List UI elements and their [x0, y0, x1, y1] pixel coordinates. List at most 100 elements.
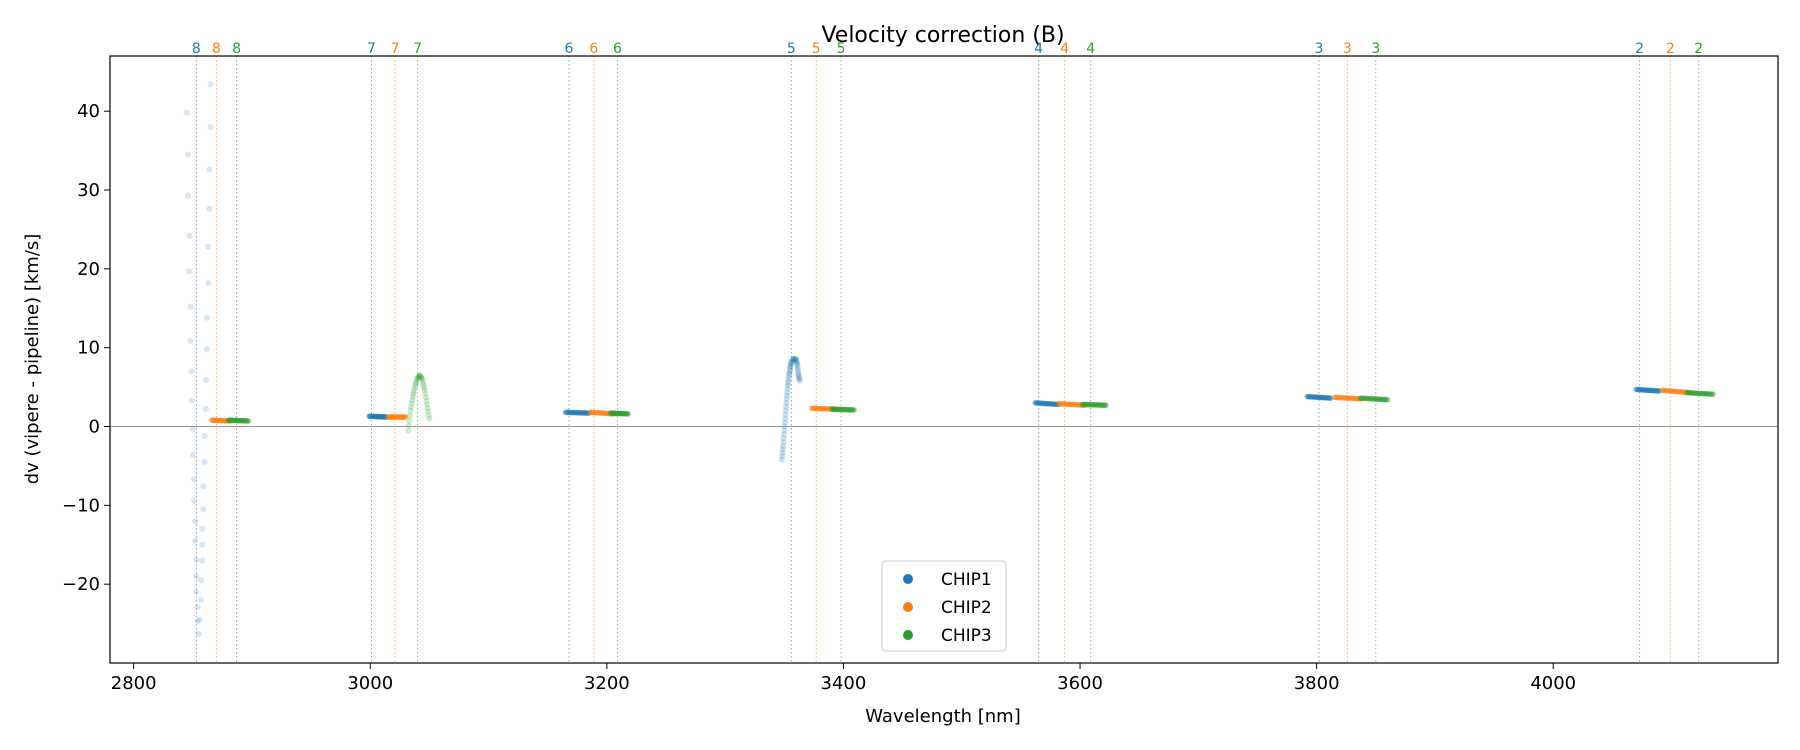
- chip2-point: [602, 410, 609, 417]
- chip1-point: [784, 385, 791, 392]
- chip3-point: [611, 410, 618, 417]
- order-label-chip3: 5: [837, 41, 846, 57]
- order-label-chip3: 3: [1371, 41, 1380, 57]
- chip1-point: [572, 409, 578, 416]
- chip2-point: [1684, 389, 1690, 396]
- chip2-point: [217, 417, 223, 424]
- chip3-point: [425, 412, 432, 419]
- chip1-point: [787, 364, 794, 371]
- chip2-point: [213, 417, 220, 424]
- chip1-point: [185, 151, 192, 158]
- chip2-point: [590, 409, 596, 416]
- chip1-point: [189, 425, 196, 432]
- chip1-point: [198, 596, 205, 603]
- chip3-point: [623, 410, 629, 417]
- chip3-point: [623, 411, 630, 417]
- chip2-point: [1667, 388, 1674, 394]
- chip1-point: [367, 413, 374, 420]
- chip1-point: [1317, 394, 1324, 401]
- chip2-point: [223, 417, 229, 424]
- chip2-point: [811, 405, 818, 412]
- chip3-point: [406, 412, 413, 419]
- chip2-point: [594, 409, 600, 416]
- y-tick-label: 30: [77, 180, 100, 201]
- chip2-point: [809, 405, 816, 412]
- chip2-point: [1343, 395, 1350, 401]
- chip3-point: [616, 410, 622, 417]
- chip1-point: [369, 413, 376, 420]
- chip1-point: [568, 409, 574, 416]
- chip1-point: [788, 358, 795, 365]
- chip3-point: [1082, 401, 1089, 408]
- data-points: [183, 81, 1716, 637]
- chip1-point: [1324, 395, 1330, 401]
- chip1-point: [579, 410, 586, 416]
- chip3-point: [1361, 395, 1368, 402]
- chip3-point: [236, 417, 243, 424]
- order-label-chip3: 4: [1086, 41, 1095, 57]
- chip1-point: [1645, 387, 1652, 394]
- chip2-point: [1066, 401, 1072, 408]
- chip1-point: [574, 409, 581, 416]
- chip3-point: [1358, 395, 1365, 401]
- chip3-point: [423, 397, 430, 404]
- chip2-point: [1345, 395, 1352, 401]
- chip2-point: [1070, 401, 1077, 408]
- chip3-point: [842, 406, 848, 413]
- chip2-point: [823, 406, 830, 412]
- y-tick-label: 0: [89, 417, 100, 438]
- chip1-point: [786, 370, 793, 377]
- order-label-chip1: 8: [192, 41, 201, 57]
- chip2-point: [1081, 402, 1088, 409]
- chip2-point: [1348, 395, 1355, 402]
- x-tick-label: 3000: [347, 673, 393, 694]
- chip3-point: [850, 407, 856, 413]
- chip1-point: [795, 373, 802, 380]
- chip3-point: [1094, 402, 1101, 408]
- chip2-point: [1685, 389, 1691, 396]
- chip1-point: [783, 403, 790, 410]
- chip1-point: [1037, 400, 1044, 407]
- chip2-point: [1337, 394, 1343, 401]
- chip3-point: [609, 410, 616, 416]
- chip2-point: [1354, 395, 1361, 402]
- legend-marker-chip2: [903, 602, 913, 612]
- chip1-point: [201, 458, 208, 465]
- chip1-point: [577, 410, 584, 416]
- chip3-point: [1380, 396, 1387, 403]
- chip1-point: [183, 109, 190, 116]
- chip3-point: [1359, 395, 1366, 402]
- chip3-point: [405, 422, 412, 429]
- chip2-point: [224, 418, 230, 424]
- chip1-point: [1638, 387, 1645, 393]
- order-label-chip1: 6: [565, 41, 574, 57]
- chip2-point: [1659, 387, 1665, 394]
- chip1-point: [186, 232, 193, 239]
- chip2-point: [387, 414, 393, 420]
- chip1-point: [1650, 387, 1656, 394]
- chip3-point: [1367, 395, 1374, 402]
- chip1-point: [791, 356, 798, 363]
- chip1-point: [382, 414, 389, 420]
- chip3-point: [408, 400, 415, 407]
- chip1-point: [1038, 400, 1045, 407]
- chip1-point: [575, 409, 582, 416]
- chip3-point: [1085, 401, 1091, 408]
- chip1-point: [791, 355, 798, 362]
- chip1-point: [206, 205, 213, 212]
- chip1-point: [1044, 400, 1051, 407]
- order-label-chip1: 5: [787, 41, 796, 57]
- chip1-point: [796, 376, 803, 383]
- chip1-point: [785, 374, 792, 381]
- chip2-point: [388, 414, 394, 420]
- chip2-point: [597, 410, 604, 416]
- chip3-point: [413, 376, 420, 383]
- legend-label-chip2: CHIP2: [941, 598, 992, 618]
- order-label-chip3: 8: [232, 41, 241, 57]
- chip2-point: [1664, 387, 1671, 394]
- chip3-point: [230, 417, 236, 424]
- chip2-point: [609, 410, 615, 417]
- chip1-point: [1310, 394, 1317, 400]
- chip2-point: [1665, 388, 1672, 394]
- chip1-point: [580, 410, 587, 416]
